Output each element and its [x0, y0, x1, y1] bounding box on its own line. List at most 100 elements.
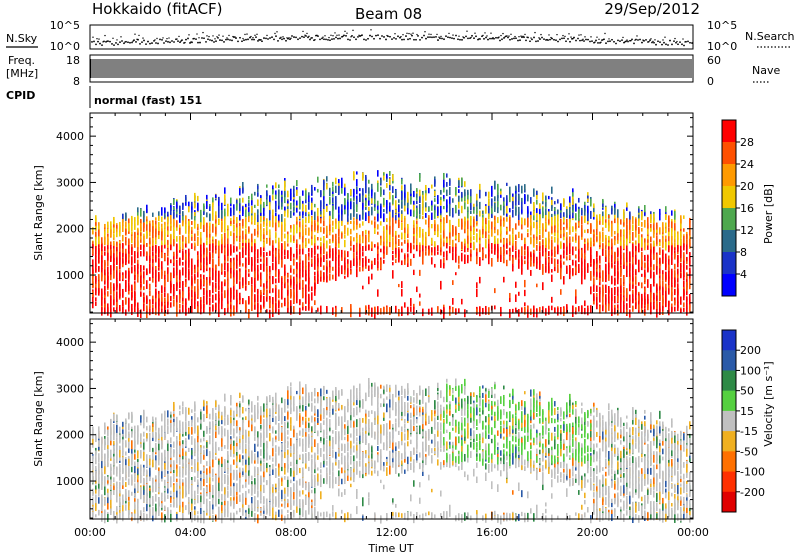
nsky-point [208, 35, 210, 38]
echo-mark [359, 223, 361, 228]
echo-mark [122, 253, 124, 258]
echo-mark [104, 275, 106, 281]
echo-mark [302, 263, 304, 268]
echo-mark [533, 307, 535, 315]
echo-mark [512, 308, 514, 314]
echo-mark [290, 237, 292, 241]
echo-mark [500, 230, 502, 240]
nsky-panel: N.Sky 10^5 10^0 10^5 10^0 N.Search [6, 19, 795, 53]
echo-mark [320, 257, 322, 261]
echo-mark [401, 192, 403, 201]
echo-mark [200, 299, 202, 306]
echo-mark [257, 199, 259, 207]
echo-mark [458, 233, 460, 242]
echo-mark [308, 302, 310, 309]
nsky-point [509, 38, 511, 41]
echo-mark [464, 189, 466, 197]
nsky-point [613, 40, 615, 43]
echo-mark [431, 247, 433, 253]
freq-series [90, 59, 692, 78]
nsky-point [559, 38, 561, 41]
echo-mark [212, 245, 214, 253]
echo-mark [335, 240, 337, 247]
echo-mark [92, 267, 94, 274]
nsky-point [499, 39, 501, 42]
echo-mark [212, 243, 214, 248]
echo-mark [515, 250, 517, 258]
echo-mark [227, 248, 229, 257]
echo-mark [278, 237, 280, 243]
echo-mark [332, 197, 334, 203]
echo-mark [419, 189, 421, 197]
echo-mark [170, 244, 172, 251]
echo-mark [182, 242, 184, 250]
echo-mark [173, 216, 175, 226]
echo-mark [548, 308, 550, 314]
echo-mark [308, 195, 310, 203]
echo-mark [263, 286, 265, 291]
nsky-point [295, 36, 297, 39]
echo-mark [449, 223, 451, 233]
nsky-point [490, 32, 492, 34]
nsky-point [594, 41, 596, 43]
echo-mark [251, 239, 253, 246]
echo-mark [401, 260, 403, 266]
echo-mark [146, 295, 148, 304]
echo-mark [266, 289, 268, 297]
echo-mark [440, 221, 442, 230]
nsky-point [648, 40, 650, 43]
echo-mark [377, 261, 379, 269]
echo-mark [245, 215, 247, 220]
echo-mark [110, 295, 112, 305]
nsky-point [202, 31, 204, 34]
echo-mark [320, 210, 322, 215]
echo-mark [374, 244, 376, 248]
echo-mark [464, 240, 466, 250]
nsky-point [513, 37, 515, 40]
echo-mark [536, 222, 538, 230]
echo-mark [518, 261, 520, 269]
echo-mark [359, 248, 361, 258]
echo-mark [533, 238, 535, 247]
echo-mark [569, 218, 571, 228]
nsky-point [440, 35, 442, 38]
echo-mark [137, 207, 139, 213]
echo-mark [434, 241, 436, 247]
echo-mark [578, 212, 580, 221]
echo-mark [143, 303, 145, 312]
echo-mark [461, 191, 463, 198]
nsky-point [419, 38, 421, 41]
echo-mark [332, 251, 334, 255]
echo-mark [500, 215, 502, 222]
nsky-point [564, 35, 566, 38]
echo-mark [353, 201, 355, 208]
echo-mark [392, 174, 394, 182]
echo-mark [230, 293, 232, 302]
echo-mark [152, 268, 154, 275]
nsky-point [308, 35, 310, 37]
nsky-point [373, 37, 375, 40]
echo-mark [473, 220, 475, 228]
echo-mark [416, 188, 418, 192]
echo-mark [335, 177, 337, 185]
nsky-point [324, 35, 326, 37]
nsky-point [400, 35, 402, 38]
echo-mark [152, 276, 154, 283]
echo-mark [251, 200, 253, 204]
echo-mark [191, 220, 193, 225]
echo-mark [257, 294, 259, 303]
echo-mark [443, 195, 445, 199]
echo-mark [368, 215, 370, 224]
echo-mark [584, 307, 586, 315]
echo-mark [209, 267, 211, 272]
echo-mark [488, 252, 490, 257]
echo-mark [530, 308, 532, 315]
nsky-point [401, 38, 403, 41]
echo-mark [527, 258, 529, 264]
echo-mark [245, 232, 247, 240]
echo-mark [458, 189, 460, 194]
echo-mark [560, 270, 562, 280]
echo-mark [488, 227, 490, 231]
echo-mark [458, 180, 460, 186]
echo-mark [104, 251, 106, 256]
